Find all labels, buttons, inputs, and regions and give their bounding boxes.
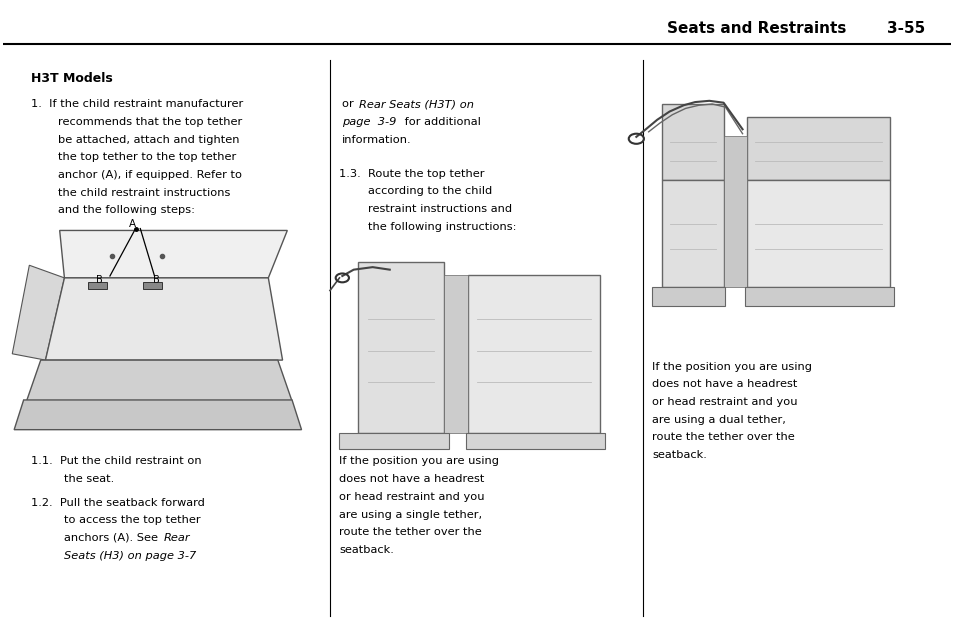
Text: Seats (H3) on page 3-7: Seats (H3) on page 3-7 — [65, 551, 196, 561]
Text: does not have a headrest: does not have a headrest — [652, 380, 797, 389]
Bar — [143, 283, 162, 289]
Text: Rear Seats (H3T) on: Rear Seats (H3T) on — [359, 99, 474, 109]
Text: recommends that the top tether: recommends that the top tether — [58, 117, 242, 127]
Polygon shape — [722, 136, 746, 287]
Polygon shape — [465, 433, 604, 449]
Text: the child restraint instructions: the child restraint instructions — [58, 188, 230, 198]
Text: the following instructions:: the following instructions: — [368, 222, 516, 232]
Polygon shape — [443, 275, 467, 433]
Text: to access the top tether: to access the top tether — [65, 516, 201, 525]
Text: A: A — [129, 219, 136, 229]
Text: the seat.: the seat. — [65, 474, 114, 484]
Text: or: or — [342, 99, 357, 109]
Polygon shape — [46, 278, 282, 360]
Text: 3-55: 3-55 — [885, 20, 924, 36]
Text: B: B — [95, 275, 102, 285]
Text: or head restraint and you: or head restraint and you — [652, 397, 797, 407]
Text: 1.1.  Put the child restraint on: 1.1. Put the child restraint on — [31, 456, 202, 466]
Text: page  3-9: page 3-9 — [342, 117, 396, 127]
Text: be attached, attach and tighten: be attached, attach and tighten — [58, 135, 239, 145]
Polygon shape — [744, 287, 893, 306]
Text: are using a dual tether,: are using a dual tether, — [652, 415, 785, 425]
Polygon shape — [746, 117, 888, 180]
Text: B: B — [152, 275, 159, 285]
Text: and the following steps:: and the following steps: — [58, 205, 194, 216]
Polygon shape — [60, 230, 287, 278]
Text: H3T Models: H3T Models — [31, 72, 112, 85]
Polygon shape — [14, 400, 301, 429]
Text: the top tether to the top tether: the top tether to the top tether — [58, 152, 235, 162]
Polygon shape — [661, 180, 722, 287]
Text: seatback.: seatback. — [339, 545, 394, 555]
Text: information.: information. — [342, 135, 412, 145]
Polygon shape — [12, 265, 65, 360]
Text: 1.2.  Pull the seatback forward: 1.2. Pull the seatback forward — [31, 498, 205, 508]
Bar — [88, 283, 107, 289]
Text: does not have a headrest: does not have a headrest — [339, 474, 484, 484]
Text: 1.  If the child restraint manufacturer: 1. If the child restraint manufacturer — [31, 99, 243, 109]
Polygon shape — [661, 104, 722, 180]
Text: If the position you are using: If the position you are using — [339, 456, 499, 466]
Text: for additional: for additional — [400, 117, 480, 127]
Text: seatback.: seatback. — [652, 450, 706, 460]
Text: restraint instructions and: restraint instructions and — [368, 204, 512, 214]
Text: 1.3.  Route the top tether: 1.3. Route the top tether — [339, 168, 484, 179]
Text: or head restraint and you: or head restraint and you — [339, 492, 484, 502]
Text: are using a single tether,: are using a single tether, — [339, 510, 482, 519]
Text: Seats and Restraints: Seats and Restraints — [666, 20, 845, 36]
Text: anchor (A), if equipped. Refer to: anchor (A), if equipped. Refer to — [58, 170, 241, 180]
Text: anchors (A). See: anchors (A). See — [65, 533, 162, 543]
Text: Rear: Rear — [164, 533, 191, 543]
Text: route the tether over the: route the tether over the — [339, 527, 481, 537]
Polygon shape — [27, 360, 292, 401]
Polygon shape — [746, 180, 888, 287]
Text: If the position you are using: If the position you are using — [652, 362, 812, 371]
Polygon shape — [358, 262, 443, 433]
Polygon shape — [339, 433, 448, 449]
Polygon shape — [467, 275, 599, 433]
Text: route the tether over the: route the tether over the — [652, 433, 795, 442]
Text: according to the child: according to the child — [368, 186, 492, 197]
Polygon shape — [652, 287, 724, 306]
